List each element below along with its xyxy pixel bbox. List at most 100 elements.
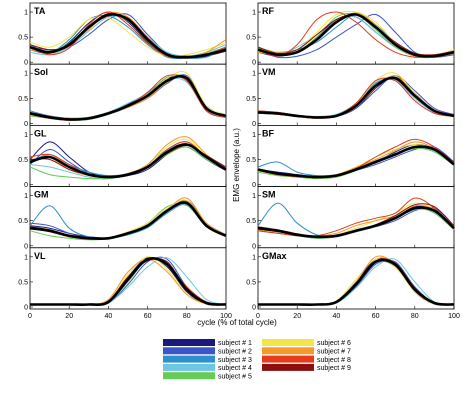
y-tick-label: 1 [24,10,28,17]
x-tick-label: 0 [256,313,260,320]
subject-6-line [29,16,227,58]
panel-title: Sol [34,67,48,77]
subject-8-line [257,197,455,237]
panel-sm: 0 0.5 1 SM [246,186,455,250]
panel-title: RF [262,6,274,16]
panel-title: VL [34,251,46,261]
x-tick-label: 80 [411,313,419,320]
panel-bf: 0 0.5 1 BF [246,125,455,189]
mean-line [29,201,227,241]
y-tick-label: 0.5 [18,157,28,164]
legend-swatch [163,347,215,355]
y-tick-label: 1 [24,254,28,261]
legend-swatch [163,372,215,380]
panel-title: SM [262,190,276,200]
legend-label: subject # 5 [218,373,252,380]
y-tick-label: 1 [24,193,28,200]
y-tick-label: 0.5 [18,96,28,103]
legend-entry: subject # 5 [163,372,252,380]
y-tick-label: 0 [252,243,256,250]
panel-frame [29,186,227,249]
panel-frame [29,125,227,188]
legend-swatch [163,355,215,363]
subject-3-line [29,14,227,60]
x-tick-label: 0 [28,313,32,320]
y-tick-label: 0.5 [246,279,256,286]
panel-frame [257,125,455,188]
x-tick-label: 40 [105,313,113,320]
y-tick-label: 0 [252,121,256,128]
legend-label: subject # 2 [218,349,252,356]
mean-line [257,13,455,58]
legend-entry: subject # 3 [163,355,252,364]
y-tick-label: 1 [24,132,28,139]
mean-line [257,76,455,119]
panel-gl: 0 0.5 1 GL [18,125,227,189]
panel-frame [257,247,455,310]
legend-label: subject # 9 [317,365,351,372]
panel-title: VM [262,67,276,77]
panel-gm: 0 0.5 1 GM [18,186,227,250]
legend-swatch [262,347,314,355]
y-tick-label: 0.5 [246,96,256,103]
y-tick-label: 0.5 [18,35,28,42]
legend-swatch [262,355,314,363]
y-axis-label: EMG envelope (a.u.) [232,128,241,202]
x-axis-label: cycle (% of total cycle) [197,318,277,327]
y-tick-label: 1 [252,254,256,261]
y-tick-label: 1 [252,71,256,78]
legend-swatch [262,363,314,371]
y-tick-label: 0.5 [18,218,28,225]
legend-entry: subject # 8 [262,355,351,364]
panel-title: GL [34,128,47,138]
y-tick-label: 0 [252,182,256,189]
legend-swatch [262,339,314,346]
panel-grid: 0 0.5 1 TA 0 0.5 1 RF 0 0.5 1 Sol 0 0.5 1 VM 0 0.5 1 GL 0 0.5… [18,2,460,320]
legend-entry: subject # 6 [262,339,351,347]
mean-line [29,12,227,59]
mean-line [29,74,227,121]
x-tick-label: 60 [144,313,152,320]
legend-entry: subject # 1 [163,339,252,347]
legend-label: subject # 1 [218,340,252,347]
panel-vl: 0 0.5 1 VL [18,247,227,312]
legend-swatch [163,363,215,371]
panel-sol: 0 0.5 1 Sol [18,63,227,128]
y-tick-label: 1 [252,132,256,139]
panel-gmax: 0 0.5 1 GMax [246,247,455,312]
legend-swatch [163,339,215,346]
y-tick-label: 0 [24,243,28,250]
x-tick-label: 80 [183,313,191,320]
panel-rf: 0 0.5 1 RF [246,2,455,67]
y-tick-label: 0 [24,121,28,128]
mean-line [257,258,455,306]
subject-8-line [257,11,455,58]
y-tick-label: 0.5 [246,157,256,164]
y-tick-label: 0 [24,182,28,189]
panel-frame [257,186,455,249]
panel-frame [29,63,227,126]
panel-vm: 0 0.5 1 VM [246,63,455,128]
legend-label: subject # 8 [317,357,351,364]
legend-label: subject # 7 [317,349,351,356]
legend-label: subject # 4 [218,365,252,372]
legend-label: subject # 3 [218,357,252,364]
y-tick-label: 1 [252,193,256,200]
legend-label: subject # 6 [317,340,351,347]
x-tick-label: 20 [65,313,73,320]
panel-frame [29,2,227,65]
x-tick-label: 20 [293,313,301,320]
x-tick-label: 100 [220,313,232,320]
panel-title: TA [34,6,46,16]
x-tick-label: 40 [333,313,341,320]
legend-entry: subject # 9 [262,363,351,372]
panel-title: BF [262,128,274,138]
mean-line [29,257,227,306]
x-tick-label: 60 [372,313,380,320]
y-tick-label: 1 [252,10,256,17]
x-tick-label: 100 [448,313,460,320]
y-tick-label: 0.5 [246,218,256,225]
mean-line [257,206,455,239]
